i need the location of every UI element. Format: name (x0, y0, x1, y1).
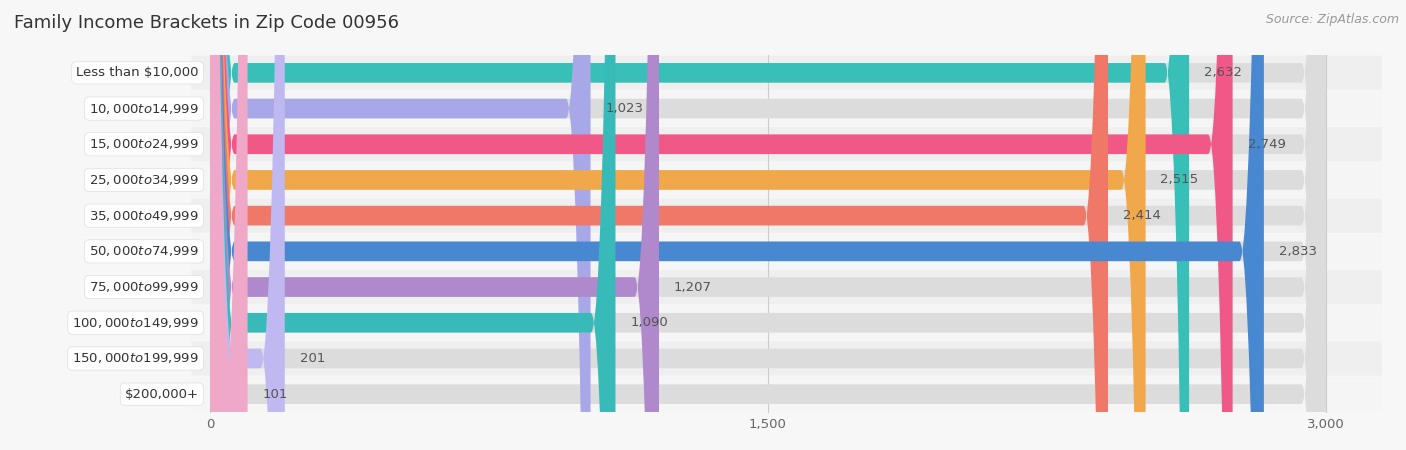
FancyBboxPatch shape (209, 0, 1326, 450)
Text: $150,000 to $199,999: $150,000 to $199,999 (72, 351, 198, 365)
FancyBboxPatch shape (209, 0, 1233, 450)
FancyBboxPatch shape (209, 0, 591, 450)
FancyBboxPatch shape (209, 0, 1264, 450)
FancyBboxPatch shape (209, 0, 1326, 450)
Text: 2,833: 2,833 (1278, 245, 1317, 258)
Text: 2,515: 2,515 (1160, 173, 1198, 186)
FancyBboxPatch shape (191, 91, 1382, 126)
Text: $75,000 to $99,999: $75,000 to $99,999 (89, 280, 198, 294)
FancyBboxPatch shape (191, 377, 1382, 411)
Text: Source: ZipAtlas.com: Source: ZipAtlas.com (1265, 14, 1399, 27)
Text: 2,414: 2,414 (1123, 209, 1161, 222)
Text: Family Income Brackets in Zip Code 00956: Family Income Brackets in Zip Code 00956 (14, 14, 399, 32)
Text: 1,023: 1,023 (606, 102, 644, 115)
FancyBboxPatch shape (209, 0, 1326, 450)
FancyBboxPatch shape (209, 0, 1326, 450)
FancyBboxPatch shape (209, 0, 616, 450)
Text: $25,000 to $34,999: $25,000 to $34,999 (89, 173, 198, 187)
FancyBboxPatch shape (191, 270, 1382, 304)
FancyBboxPatch shape (191, 163, 1382, 197)
Text: $50,000 to $74,999: $50,000 to $74,999 (89, 244, 198, 258)
Text: 101: 101 (263, 387, 288, 400)
FancyBboxPatch shape (209, 0, 285, 450)
FancyBboxPatch shape (209, 0, 247, 450)
FancyBboxPatch shape (209, 0, 1146, 450)
FancyBboxPatch shape (191, 341, 1382, 376)
Text: 201: 201 (299, 352, 325, 365)
Text: $10,000 to $14,999: $10,000 to $14,999 (89, 102, 198, 116)
Text: 1,090: 1,090 (630, 316, 668, 329)
Text: $35,000 to $49,999: $35,000 to $49,999 (89, 209, 198, 223)
FancyBboxPatch shape (209, 0, 1108, 450)
FancyBboxPatch shape (209, 0, 1326, 450)
FancyBboxPatch shape (209, 0, 1326, 450)
Text: $200,000+: $200,000+ (125, 387, 198, 400)
FancyBboxPatch shape (209, 0, 659, 450)
FancyBboxPatch shape (191, 127, 1382, 162)
FancyBboxPatch shape (209, 0, 1326, 450)
Text: Less than $10,000: Less than $10,000 (76, 66, 198, 79)
Text: $100,000 to $149,999: $100,000 to $149,999 (72, 316, 198, 330)
Text: 1,207: 1,207 (673, 280, 711, 293)
FancyBboxPatch shape (209, 0, 1326, 450)
Text: $15,000 to $24,999: $15,000 to $24,999 (89, 137, 198, 151)
FancyBboxPatch shape (209, 0, 1189, 450)
FancyBboxPatch shape (209, 0, 1326, 450)
FancyBboxPatch shape (191, 234, 1382, 269)
Text: 2,632: 2,632 (1204, 66, 1241, 79)
Text: 2,749: 2,749 (1247, 138, 1285, 151)
FancyBboxPatch shape (191, 198, 1382, 233)
FancyBboxPatch shape (191, 306, 1382, 340)
FancyBboxPatch shape (191, 56, 1382, 90)
FancyBboxPatch shape (209, 0, 1326, 450)
